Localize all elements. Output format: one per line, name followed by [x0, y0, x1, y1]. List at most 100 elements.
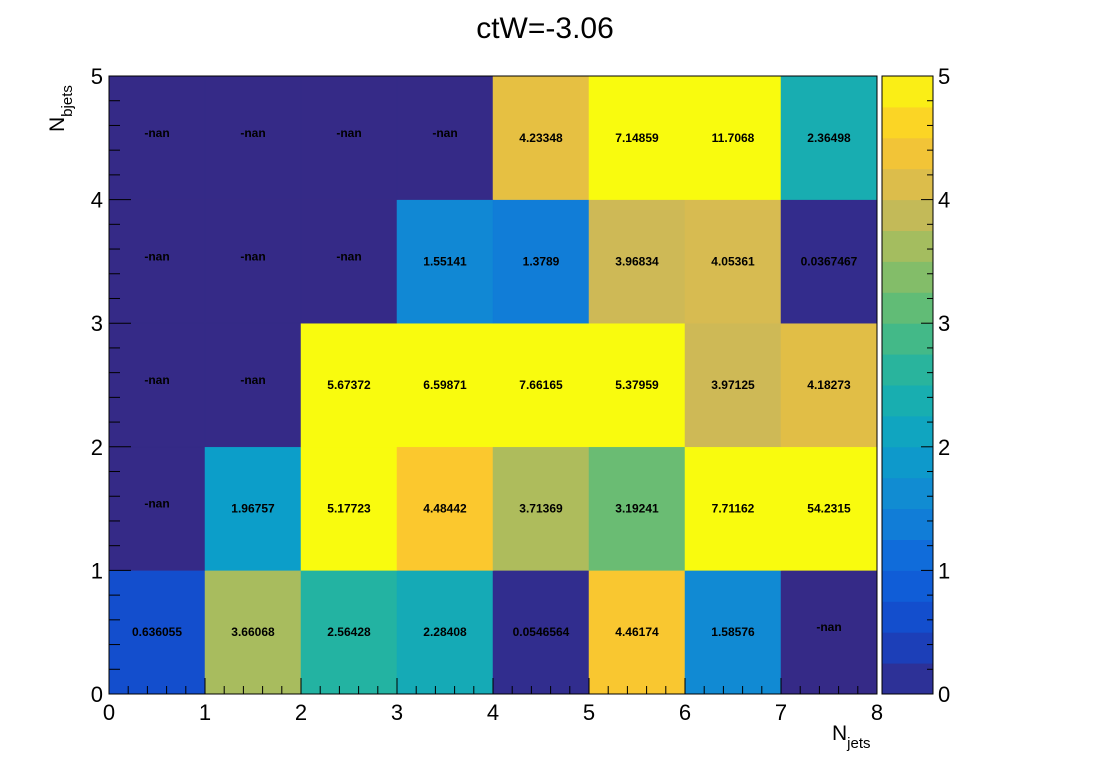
cell-value-label: -nan	[336, 126, 361, 140]
colorbar-band	[882, 446, 933, 479]
cell-value-label: 0.0367467	[801, 254, 858, 268]
cell-value-label: 3.66068	[231, 625, 275, 639]
cell-value-label: -nan	[144, 249, 169, 263]
heatmap-cell	[684, 322, 782, 448]
heatmap-cell	[204, 199, 302, 324]
colorbar-band	[882, 323, 933, 355]
x-tick-label: 2	[295, 700, 307, 725]
cell-value-label: 2.28408	[423, 625, 467, 639]
colorbar-band	[882, 570, 933, 602]
cell-value-label: -nan	[240, 126, 265, 140]
heatmap-cell	[684, 570, 782, 695]
cell-value-label: 1.3789	[523, 254, 560, 268]
y-tick-label: 5	[91, 64, 103, 89]
chart-title: ctW=-3.06	[476, 12, 614, 45]
heatmap-cell	[396, 570, 494, 695]
heatmap-cell	[492, 199, 590, 324]
x-tick-label: 3	[391, 700, 403, 725]
heatmap-cell	[492, 570, 590, 695]
heatmap-cell	[780, 75, 878, 200]
cell-value-label: 4.46174	[615, 625, 659, 639]
heatmap-cell	[396, 199, 494, 324]
x-tick-label: 0	[103, 700, 115, 725]
heatmap-cell	[588, 75, 686, 200]
colorbar-band	[882, 230, 933, 262]
x-axis-title: Njets	[832, 722, 871, 752]
x-tick-label: 6	[679, 700, 691, 725]
heatmap-cell	[300, 199, 398, 324]
heatmap-cell	[396, 446, 494, 571]
cell-value-label: 6.59871	[423, 378, 467, 392]
cell-value-label: 5.37959	[615, 378, 659, 392]
heatmap-cell	[684, 199, 782, 324]
x-tick-label: 7	[775, 700, 787, 725]
colorbar-band	[882, 76, 933, 108]
cell-value-label: 7.71162	[712, 502, 755, 516]
cell-value-label: 7.66165	[519, 378, 563, 392]
heatmap-cell	[108, 199, 206, 324]
cell-value-label: 3.71369	[519, 502, 563, 516]
colorbar-band	[882, 354, 933, 386]
colorbar-band	[882, 415, 933, 448]
y-tick-label: 3	[91, 311, 103, 336]
colorbar-band	[882, 508, 933, 540]
y-tick-label: 4	[91, 188, 103, 213]
heatmap-cell	[588, 570, 686, 695]
cell-value-label: 3.97125	[711, 378, 755, 392]
cell-value-label: 11.7068	[712, 131, 755, 145]
cell-value-label: 4.23348	[519, 131, 563, 145]
cell-value-label: 0.0546564	[513, 625, 570, 639]
heatmap-cell	[108, 570, 206, 695]
heatmap-cell	[780, 570, 878, 695]
heatmap-cell	[300, 75, 398, 200]
colorbar-band	[882, 261, 933, 293]
cell-value-label: 1.96757	[231, 502, 275, 516]
y-axis-title: Nbjets	[46, 85, 76, 132]
colorbar-band	[882, 168, 933, 201]
heatmap-cell	[204, 322, 302, 448]
cell-value-label: -nan	[240, 373, 265, 387]
heatmap-cell	[492, 322, 590, 448]
colorbar-band	[882, 601, 933, 633]
x-tick-label: 8	[871, 700, 883, 725]
colorbar-band	[882, 477, 933, 510]
colorbar-band	[882, 539, 933, 571]
cell-value-label: -nan	[144, 126, 169, 140]
colorbar-tick-label: 1	[938, 558, 950, 583]
colorbar-tick-label: 4	[938, 188, 950, 213]
colorbar-tick-label: 3	[938, 311, 950, 336]
cell-value-label: 1.55141	[423, 254, 467, 268]
y-tick-label: 0	[91, 682, 103, 707]
cell-value-label: 2.56428	[327, 625, 371, 639]
colorbar-band	[882, 385, 933, 417]
cell-value-label: -nan	[240, 249, 265, 263]
heatmap-cell	[396, 75, 494, 200]
colorbar-tick-label: 2	[938, 435, 950, 460]
colorbar-band	[882, 292, 933, 324]
cell-value-label: 4.18273	[807, 378, 851, 392]
cell-value-label: 7.14859	[615, 131, 659, 145]
heatmap-cell	[684, 446, 782, 571]
heatmap-cell	[300, 322, 398, 448]
cell-value-label: -nan	[336, 249, 361, 263]
cell-value-label: 4.48442	[423, 502, 467, 516]
cell-value-label: -nan	[144, 373, 169, 387]
cell-value-label: 4.05361	[711, 254, 755, 268]
heatmap-cell	[492, 446, 590, 571]
colorbar-band	[882, 106, 933, 139]
cell-value-label: -nan	[144, 497, 169, 511]
cell-value-label: 0.636055	[132, 625, 182, 639]
heatmap-cell	[396, 322, 494, 448]
colorbar-tick-label: 0	[938, 682, 950, 707]
cell-value-label: 5.67372	[327, 378, 371, 392]
x-tick-label: 5	[583, 700, 595, 725]
heatmap-cell	[204, 446, 302, 571]
cell-value-label: 54.2315	[807, 502, 851, 516]
colorbar-band	[882, 137, 933, 170]
colorbar-band	[882, 199, 933, 231]
cell-value-label: 3.96834	[615, 254, 659, 268]
x-tick-label: 1	[199, 700, 211, 725]
colorbar-tick-label: 5	[938, 64, 950, 89]
